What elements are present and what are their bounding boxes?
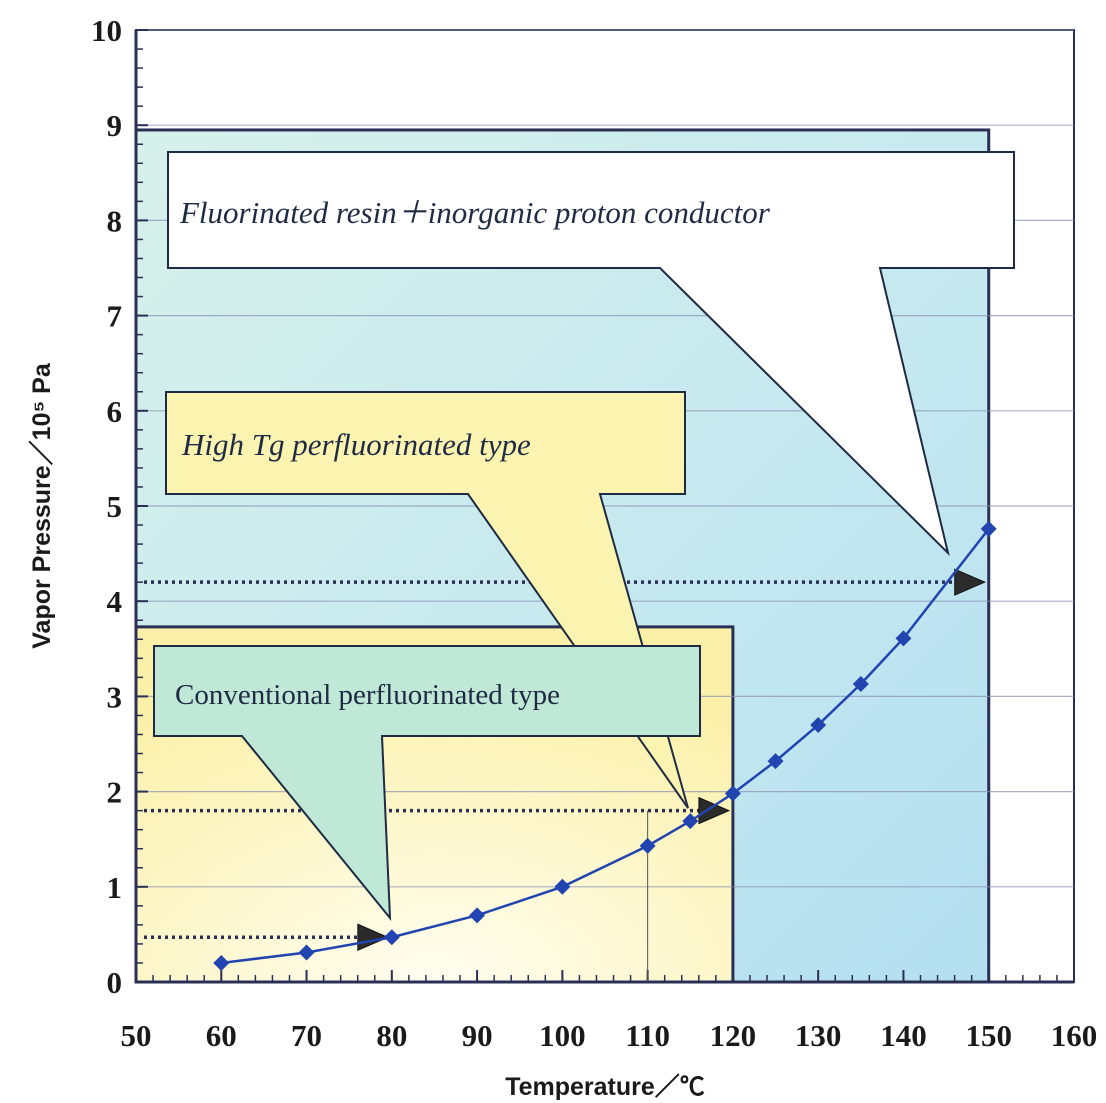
x-tick-label: 150	[965, 1018, 1012, 1053]
y-tick-label: 3	[107, 679, 123, 714]
y-tick-label: 9	[107, 108, 123, 143]
axes: 50 60 70 80 90 100 110 120 130 140 150 160 0 1 2 3 4 5 6 7 8…	[91, 13, 1097, 1053]
x-tick-label: 80	[376, 1018, 407, 1053]
data-point	[298, 944, 315, 961]
x-tick-label: 120	[710, 1018, 757, 1053]
x-tick-label: 140	[880, 1018, 927, 1053]
x-tick-label: 70	[291, 1018, 322, 1053]
y-tick-label: 4	[107, 584, 123, 619]
x-axis-title: Temperature／℃	[505, 1073, 705, 1101]
y-tick-label: 8	[107, 203, 123, 238]
arrow-markers	[357, 568, 986, 952]
callout-high-tg-label: High Tg perfluorinated type	[181, 427, 531, 462]
data-point	[767, 753, 784, 770]
callout-conventional-label: Conventional perfluorinated type	[175, 679, 560, 711]
y-tick-label: 5	[107, 489, 123, 524]
data-point	[980, 520, 997, 537]
y-tick-label: 6	[107, 394, 123, 429]
callout-fluorinated-resin: Fluorinated resin＋inorganic proton condu…	[167, 151, 1015, 557]
arrow-marker	[698, 796, 731, 825]
data-point	[639, 837, 656, 854]
x-tick-label: 60	[206, 1018, 237, 1053]
data-point	[682, 813, 699, 830]
callout-high-tg: High Tg perfluorinated type	[165, 391, 689, 809]
data-point	[895, 630, 912, 647]
arrow-marker	[357, 923, 390, 952]
data-point	[852, 676, 869, 693]
y-axis-title: Vapor Pressure／10⁵ Pa	[28, 362, 56, 649]
x-tick-label: 90	[462, 1018, 493, 1053]
y-tick-label: 7	[107, 299, 123, 334]
series-vapor-pressure	[213, 520, 997, 971]
x-tick-label: 100	[539, 1018, 586, 1053]
callout-fluorinated-resin-label: Fluorinated resin＋inorganic proton condu…	[179, 195, 771, 230]
x-tick-label: 130	[795, 1018, 842, 1053]
x-tick-label: 110	[625, 1018, 670, 1053]
x-tick-label: 50	[121, 1018, 152, 1053]
x-tick-label: 160	[1051, 1018, 1098, 1053]
data-point	[213, 954, 230, 971]
data-point	[724, 785, 741, 802]
callout-conventional: Conventional perfluorinated type	[153, 645, 701, 921]
y-tick-label: 0	[107, 965, 123, 1000]
data-point	[383, 929, 400, 946]
data-point	[469, 907, 486, 924]
y-tick-label: 1	[107, 870, 123, 905]
y-tick-label: 2	[107, 775, 123, 810]
data-point	[810, 716, 827, 733]
data-point	[554, 878, 571, 895]
y-tick-label: 10	[91, 13, 122, 48]
arrow-marker	[954, 568, 986, 596]
